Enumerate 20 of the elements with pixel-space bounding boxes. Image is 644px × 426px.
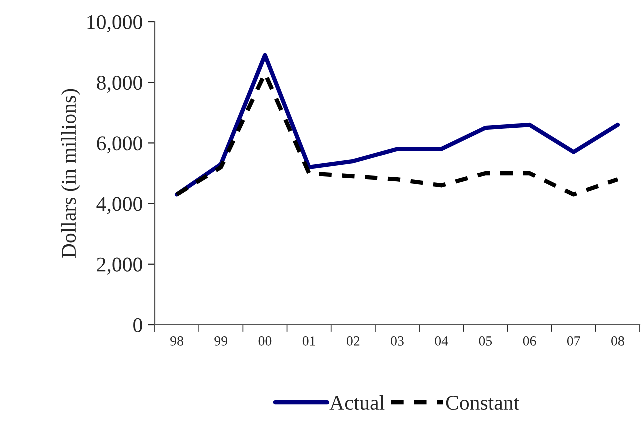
y-tick-label: 0 (134, 318, 142, 332)
x-tick-label: 00 (258, 336, 272, 346)
x-tick-label: 02 (346, 336, 360, 346)
x-tick-label: 99 (214, 336, 228, 346)
x-tick-label: 07 (567, 336, 580, 346)
x-tick-label: 08 (612, 336, 624, 346)
x-tick-label: 98 (170, 336, 184, 346)
y-tick-label: 6,000 (97, 136, 142, 154)
x-tick-label: 05 (479, 336, 492, 346)
y-tick-label: 2,000 (97, 258, 142, 275)
x-tick-label: 06 (523, 336, 536, 346)
legend-label: Actual (330, 395, 385, 410)
legend-label: Constant (446, 396, 520, 410)
x-tick-label: 04 (435, 336, 448, 346)
y-tick-label: 4,000 (96, 197, 142, 214)
y-tick-label: 10,000 (88, 15, 142, 32)
x-tick-label: 03 (391, 336, 404, 346)
y-axis-title: Dollars (in millions) (61, 89, 80, 258)
x-tick-label: 01 (302, 336, 316, 346)
y-tick-label: 8,000 (97, 76, 142, 94)
